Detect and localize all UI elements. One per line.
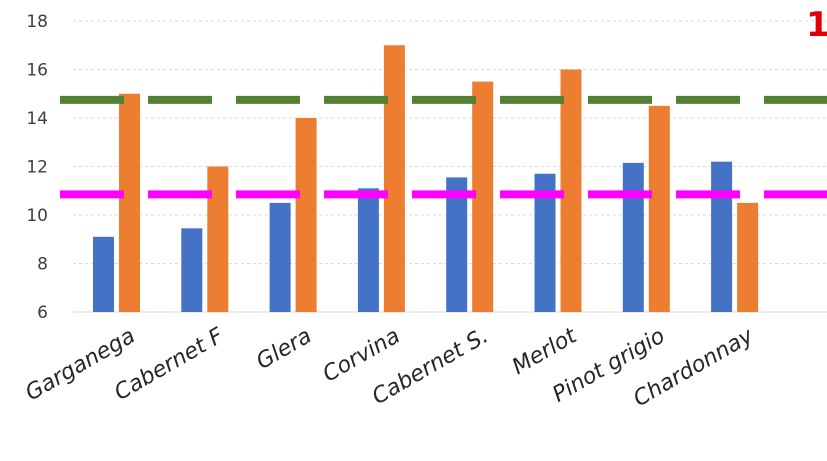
bar-cabernet-s--series-1 <box>446 177 468 312</box>
y-tick-label: 14 <box>26 109 48 129</box>
bars <box>93 45 759 312</box>
y-tick-label: 6 <box>37 303 48 323</box>
y-tick-label: 10 <box>26 206 48 226</box>
y-tick-label: 16 <box>26 61 48 81</box>
bar-pinot-grigio-series-2 <box>648 105 670 312</box>
bar-cabernet-f-series-1 <box>181 228 203 312</box>
bar-glera-series-1 <box>269 202 291 312</box>
x-category-label: Merlot <box>508 323 582 380</box>
bar-merlot-series-2 <box>560 69 582 312</box>
bar-glera-series-2 <box>295 118 317 312</box>
bar-chardonnay-series-1 <box>711 161 733 312</box>
y-tick-label: 8 <box>37 255 48 275</box>
bar-merlot-series-1 <box>534 173 556 312</box>
reference-lines <box>60 95 827 199</box>
y-axis-ticks: 6 8 10 12 14 16 18 <box>26 12 48 323</box>
bar-cabernet-f-series-2 <box>207 166 229 312</box>
bar-garganega-series-1 <box>93 236 114 312</box>
bar-pinot-grigio-series-1 <box>622 162 644 312</box>
corner-label: 1 <box>806 5 827 45</box>
bar-cabernet-s--series-2 <box>472 81 494 312</box>
x-category-label: Glera <box>252 324 316 375</box>
bar-garganega-series-2 <box>119 93 140 312</box>
bar-corvina-series-2 <box>383 45 405 312</box>
y-tick-label: 18 <box>26 12 48 32</box>
y-tick-label: 12 <box>26 158 48 178</box>
bar-chardonnay-series-2 <box>737 202 759 312</box>
bar-corvina-series-1 <box>357 188 379 312</box>
